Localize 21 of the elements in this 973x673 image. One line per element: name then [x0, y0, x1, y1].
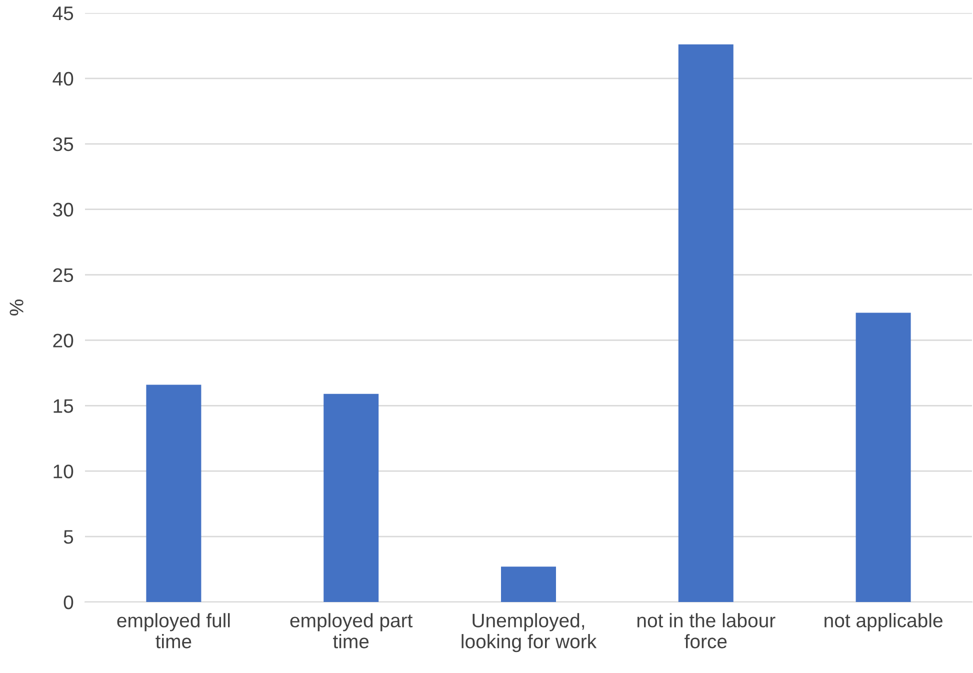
x-tick-label: employed full time	[117, 613, 230, 648]
y-tick-label: 45	[52, 6, 74, 20]
y-tick-label: 10	[54, 464, 74, 478]
x-tick-label: not in the labour force	[637, 613, 776, 648]
y-tick-label: 0	[64, 595, 74, 610]
bar	[501, 566, 556, 602]
bar	[146, 384, 202, 602]
y-tick-label: 40	[52, 72, 74, 86]
y-axis-title: %	[10, 300, 24, 316]
x-tick-label: not applicable	[824, 613, 942, 632]
y-tick-label: 15	[54, 399, 74, 413]
bar	[856, 312, 911, 602]
x-tick-label: employed part time	[290, 613, 413, 648]
bar	[678, 44, 734, 602]
y-tick-label: 30	[53, 202, 74, 217]
bar	[324, 394, 379, 602]
y-tick-label: 20	[53, 334, 74, 348]
y-tick-label: 5	[64, 530, 74, 544]
y-tick-label: 25	[53, 268, 74, 282]
y-tick-label: 35	[53, 137, 74, 152]
x-tick-label: Unemployed, looking for work	[462, 613, 597, 652]
